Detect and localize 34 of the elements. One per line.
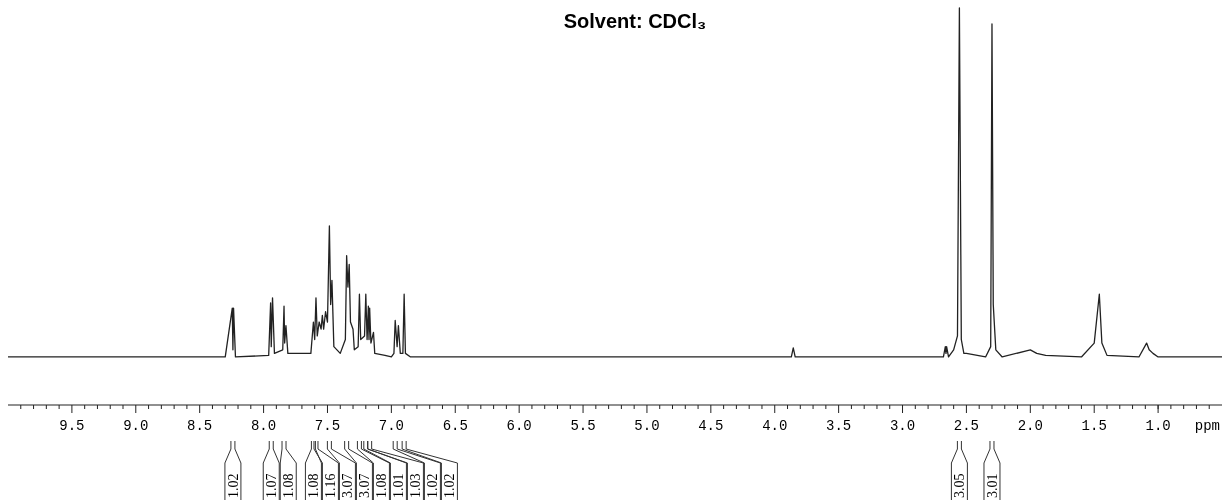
x-tick-label: 3.5: [826, 418, 852, 434]
annotation: 1.08: [374, 473, 390, 498]
annotation: 1.08: [281, 473, 297, 498]
x-tick-label: 9.5: [59, 418, 85, 434]
x-tick-label: 6.5: [442, 418, 468, 434]
annotation: 1.03: [408, 473, 424, 498]
annotation: 3.05: [952, 473, 968, 498]
annotation: 1.02: [425, 473, 441, 498]
annotation: 3.07: [340, 473, 356, 498]
x-axis-title: ppm: [1194, 418, 1220, 434]
x-tick-label: 7.0: [378, 418, 404, 434]
x-tick-label: 8.0: [250, 418, 277, 434]
annotation: 1.02: [225, 473, 241, 498]
annotation: 1.02: [442, 473, 458, 498]
annotation: 1.16: [323, 473, 339, 498]
annotation: 3.07: [357, 473, 373, 498]
annotation: 1.08: [306, 473, 322, 498]
x-tick-label: 4.0: [762, 418, 788, 434]
x-tick-label: 2.5: [953, 418, 980, 434]
annotation: 1.01: [391, 473, 407, 498]
annotation: 3.01: [984, 473, 1000, 498]
x-tick-label: 2.0: [1017, 418, 1043, 434]
x-tick-label: 5.5: [570, 418, 596, 434]
x-tick-label: 5.0: [634, 418, 660, 434]
x-tick-label: 4.5: [698, 418, 724, 434]
x-tick-label: 1.5: [1081, 418, 1107, 434]
chart-title: Solvent: CDCl₃: [563, 10, 707, 32]
annotation: 1.07: [264, 473, 280, 498]
x-tick-label: 1.0: [1145, 418, 1171, 434]
x-tick-label: 3.0: [889, 418, 916, 434]
x-tick-label: 8.5: [187, 418, 213, 434]
x-tick-label: 7.5: [314, 418, 341, 434]
x-tick-label: 6.0: [506, 418, 532, 434]
x-tick-label: 9.0: [123, 418, 149, 434]
